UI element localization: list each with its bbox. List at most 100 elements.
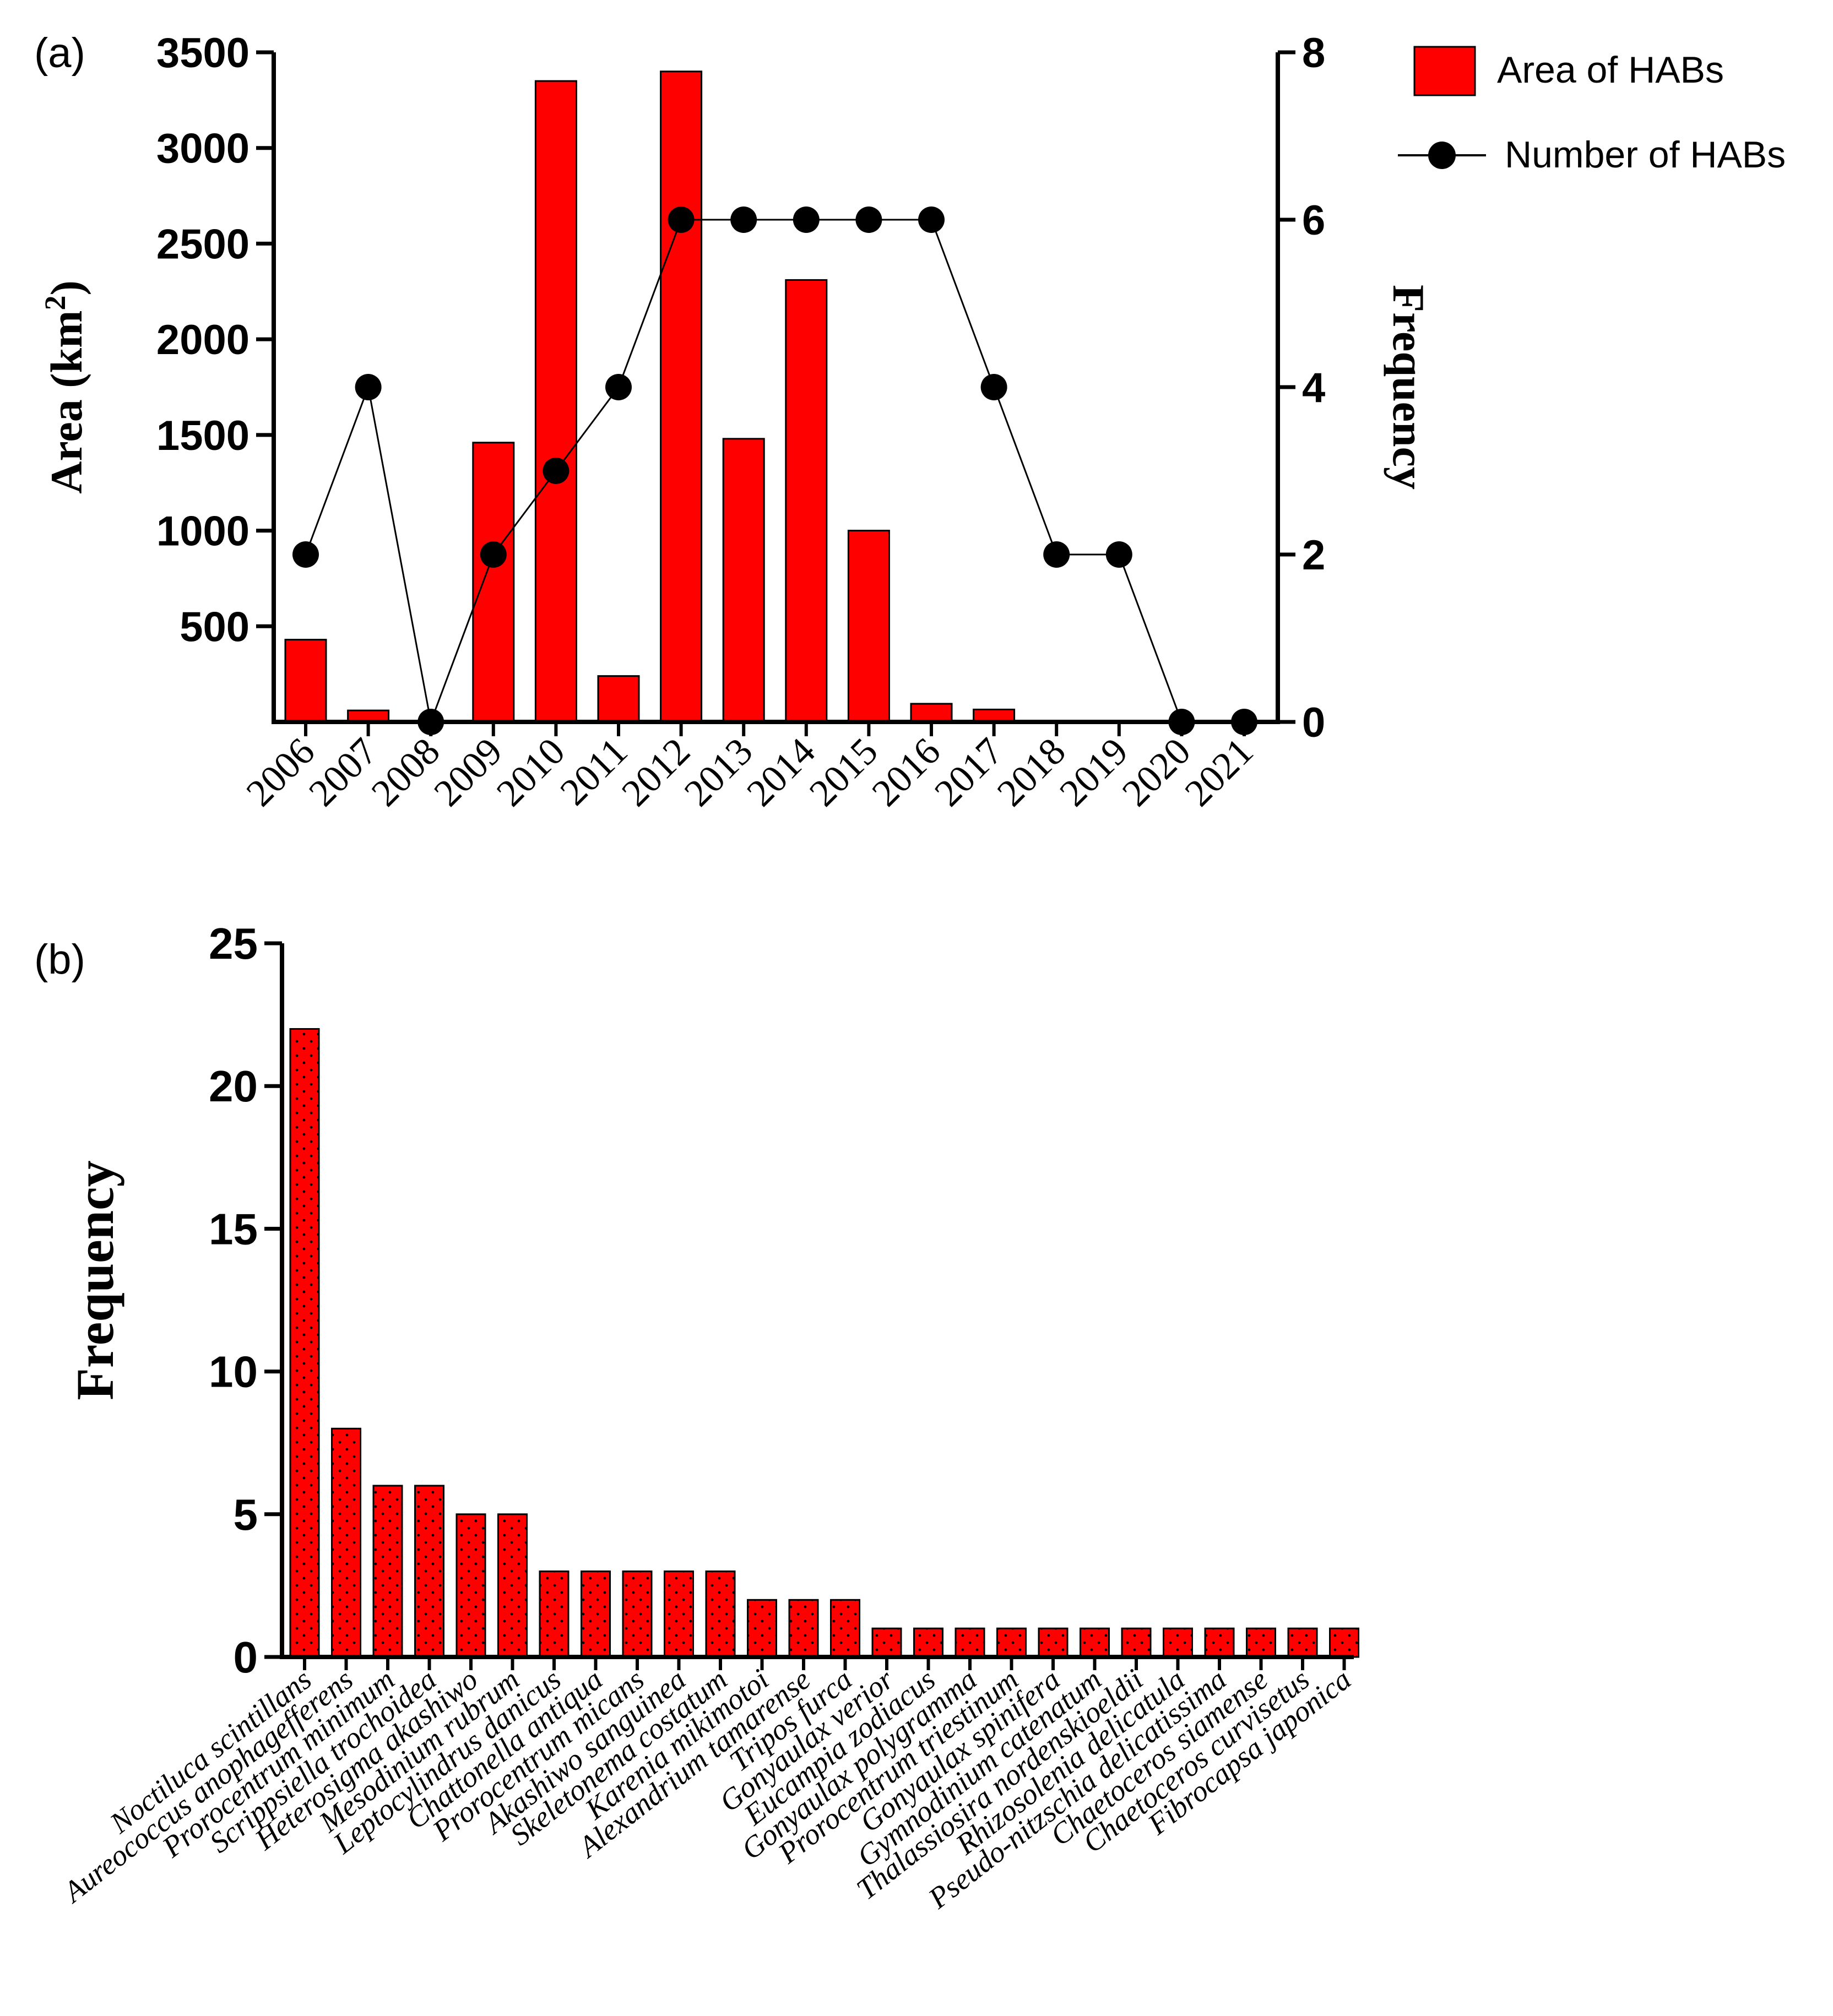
species-bar-13 xyxy=(788,1599,819,1658)
left-tick-label: 1000 xyxy=(156,508,250,555)
species-bar-26 xyxy=(1329,1627,1359,1658)
species-bar-12 xyxy=(747,1599,777,1658)
legend-marker xyxy=(1428,142,1456,169)
x-tick-label: 2020 xyxy=(1114,730,1198,814)
species-bar-20 xyxy=(1080,1627,1110,1658)
number-point-2015 xyxy=(855,207,882,233)
area-bar-2016 xyxy=(910,703,953,723)
right-tick-label: 2 xyxy=(1302,532,1325,579)
panel-a-x-ticks: 2006200720082009201020112012201320142015… xyxy=(238,722,1261,814)
left-tick-label: 3500 xyxy=(156,30,250,77)
species-bar-10 xyxy=(664,1570,694,1658)
x-tick-label: 2009 xyxy=(426,730,511,814)
left-tick-label: 3000 xyxy=(156,126,250,172)
panel-a-left-ticks: 500 1000 1500 2000 2500 3000 3500 xyxy=(156,30,274,650)
x-tick-label: 2012 xyxy=(614,730,698,814)
species-bar-22 xyxy=(1163,1627,1193,1658)
species-bar-17 xyxy=(955,1627,985,1658)
panel-a-chart: (a) 500 1000 1500 2000 2500 3000 3500 0 2 4 6 8 20… xyxy=(34,30,1786,814)
species-bar-4 xyxy=(414,1485,444,1658)
x-tick-label: 2017 xyxy=(926,730,1011,814)
species-bar-18 xyxy=(996,1627,1027,1658)
number-line-path xyxy=(305,219,1244,725)
number-point-2017 xyxy=(980,374,1007,400)
number-point-2014 xyxy=(793,207,820,233)
legend-bar-swatch xyxy=(1413,46,1476,96)
area-bar-2009 xyxy=(472,442,515,723)
species-bar-8 xyxy=(581,1570,611,1658)
number-point-2018 xyxy=(1043,541,1070,568)
area-bar-2012 xyxy=(660,70,703,723)
area-bar-2014 xyxy=(785,279,828,723)
legend-label-number: Number of HABs xyxy=(1505,134,1786,176)
y-tick-label: 25 xyxy=(209,919,258,968)
number-point-2013 xyxy=(730,207,757,233)
x-tick-label: 2021 xyxy=(1177,730,1261,814)
panel-a-line-series xyxy=(292,207,1257,735)
species-bar-24 xyxy=(1246,1627,1276,1658)
area-bar-2015 xyxy=(847,530,890,723)
species-bar-19 xyxy=(1038,1627,1069,1658)
species-bar-16 xyxy=(913,1627,943,1658)
species-bar-6 xyxy=(497,1513,528,1658)
panel-b-y-ticks: 0 5 10 15 20 25 xyxy=(209,919,282,1682)
panel-a-legend: Area of HABs Number of HABs xyxy=(1398,46,1786,176)
left-tick-label: 2500 xyxy=(156,221,250,268)
panel-a-right-ticks: 0 2 4 6 8 xyxy=(1278,30,1325,746)
species-bar-9 xyxy=(622,1570,653,1658)
species-bar-14 xyxy=(830,1599,860,1658)
x-tick-label: 2015 xyxy=(801,730,886,814)
species-bar-21 xyxy=(1121,1627,1152,1658)
y-tick-label: 15 xyxy=(209,1204,258,1253)
panel-a-bars xyxy=(284,70,1016,723)
x-tick-label: 2019 xyxy=(1052,730,1136,814)
right-tick-label: 0 xyxy=(1302,699,1325,746)
number-point-2011 xyxy=(605,374,632,400)
number-point-2016 xyxy=(918,207,945,233)
x-tick-label: 2013 xyxy=(676,730,761,814)
panel-b-bars xyxy=(289,1028,1359,1658)
y-tick-label: 20 xyxy=(209,1062,258,1111)
right-tick-label: 6 xyxy=(1302,197,1325,244)
species-bar-23 xyxy=(1204,1627,1235,1658)
panel-a-ylabel-right: Frequency xyxy=(1384,285,1434,490)
number-point-2010 xyxy=(543,458,570,484)
panel-b-chart: (b) 0 5 10 15 20 25 Noctiluca scintillansAure… xyxy=(34,919,1359,1915)
x-tick-label: 2016 xyxy=(864,730,948,814)
area-bar-2010 xyxy=(534,80,577,723)
x-tick-label: 2011 xyxy=(552,730,636,814)
species-bar-25 xyxy=(1287,1627,1318,1658)
x-tick-label: 2018 xyxy=(989,730,1073,814)
number-point-2009 xyxy=(480,541,507,568)
species-bar-3 xyxy=(372,1485,403,1658)
species-bar-7 xyxy=(539,1570,570,1658)
number-point-2012 xyxy=(668,207,695,233)
y-tick-label: 5 xyxy=(234,1490,258,1539)
legend-label-area: Area of HABs xyxy=(1497,49,1724,91)
number-point-2019 xyxy=(1105,541,1132,568)
x-tick-label: 2014 xyxy=(739,730,823,814)
area-bar-2006 xyxy=(284,639,327,723)
species-bar-5 xyxy=(455,1513,486,1658)
number-point-2006 xyxy=(292,541,319,568)
y-tick-label: 10 xyxy=(209,1347,258,1396)
area-bar-2013 xyxy=(722,438,765,723)
panel-b-ylabel: Frequency xyxy=(66,1160,124,1400)
species-bar-11 xyxy=(705,1570,736,1658)
right-tick-label: 4 xyxy=(1302,365,1325,411)
left-tick-label: 1500 xyxy=(156,412,250,459)
species-bar-1 xyxy=(289,1028,320,1658)
x-tick-label: 2006 xyxy=(238,730,323,814)
y-tick-label: 0 xyxy=(234,1633,258,1682)
x-tick-label: 2010 xyxy=(489,730,573,814)
x-tick-label: 2008 xyxy=(364,730,448,814)
species-bar-15 xyxy=(871,1627,902,1658)
species-bar-2 xyxy=(331,1427,361,1658)
left-tick-label: 2000 xyxy=(156,317,250,363)
left-tick-label: 500 xyxy=(180,604,250,650)
area-bar-2011 xyxy=(597,675,640,723)
x-tick-label: 2007 xyxy=(301,730,385,814)
panel-a-ylabel-left: Area (km2) xyxy=(39,280,91,494)
